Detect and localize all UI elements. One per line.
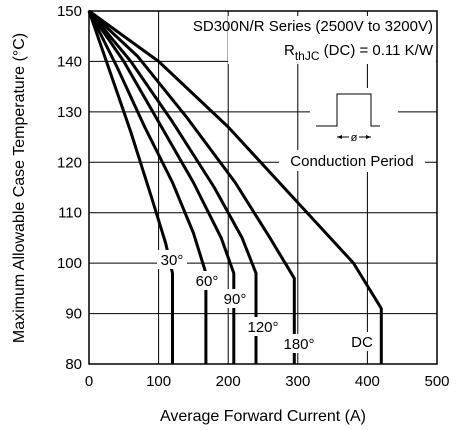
series-line [87, 10, 236, 364]
series-label-background [244, 317, 282, 336]
series-line [87, 10, 174, 364]
series-label-background [192, 271, 222, 290]
series-line [88, 9, 383, 364]
series-label: 120° [247, 319, 278, 336]
y-axis-label: Maximum Allowable Case Temperature (°C) [11, 33, 28, 343]
series-line [87, 10, 258, 364]
series-line [87, 9, 296, 364]
series-label: 30° [161, 252, 184, 269]
series-labels: 30° 60° 90°120° 180° DC [157, 250, 377, 353]
x-tick-label: 500 [424, 373, 449, 390]
x-tick-label: 400 [355, 373, 380, 390]
thermal-resistance-note: RthJC (DC) = 0.11 K/W [284, 42, 434, 63]
x-axis-label: Average Forward Current (A) [160, 408, 366, 425]
x-tick-label: 300 [285, 373, 310, 390]
series-label-background [280, 334, 318, 353]
y-tick-label: 130 [57, 104, 82, 121]
series-label: DC [351, 334, 373, 351]
series-label-background [157, 250, 187, 269]
series-label: 60° [196, 273, 219, 290]
y-tick-label: 110 [58, 205, 82, 222]
tick-labels: 0 100 200 300 400 500 80 90 100 110 120 130 140 150 [57, 3, 450, 390]
y-tick-label: 150 [57, 3, 82, 20]
y-tick-label: 90 [65, 306, 82, 323]
series-label: 180° [283, 336, 314, 353]
arrow-left-head [337, 135, 342, 139]
phi-symbol: ø [351, 132, 358, 144]
series-title: SD300N/R Series (2500V to 3200V) [193, 18, 433, 35]
series-label-background [347, 332, 377, 351]
phi-background [349, 130, 359, 142]
conduction-period-label: Conduction Period [290, 153, 413, 170]
series-label: 90° [224, 291, 247, 308]
rth-subscript: thJC [295, 49, 320, 63]
conduction-label-background [279, 150, 425, 171]
x-tick-label: 200 [216, 373, 241, 390]
y-tick-label: 100 [57, 255, 82, 272]
x-tick-label: 0 [85, 373, 93, 390]
y-tick-label: 120 [57, 154, 82, 171]
series-label-background [220, 289, 250, 308]
x-tick-label: 100 [146, 373, 171, 390]
series-lines [87, 9, 383, 364]
conduction-pulse-shape [316, 93, 380, 127]
plot-frame [88, 10, 438, 365]
y-tick-label: 140 [57, 53, 82, 70]
y-tick-label: 80 [65, 356, 82, 373]
arrow-right-head [366, 135, 371, 139]
legend-background [228, 16, 436, 64]
